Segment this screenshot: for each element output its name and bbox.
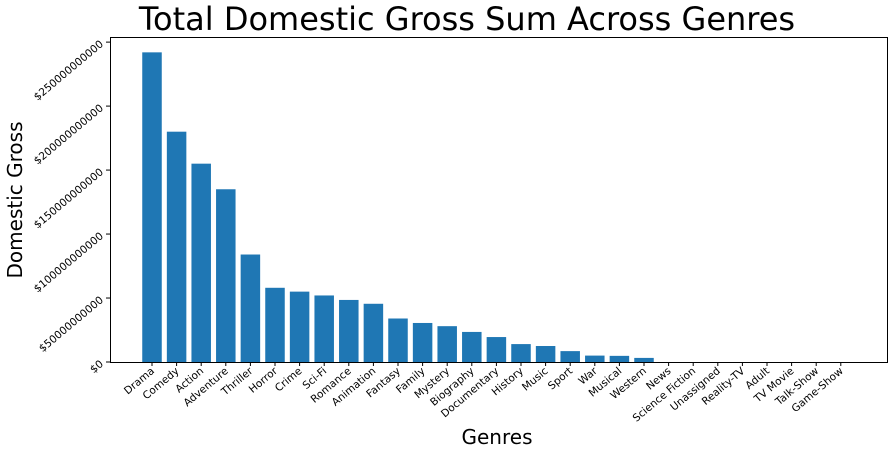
bar-history bbox=[511, 344, 531, 362]
y-tick-label: $250000000000 bbox=[32, 38, 106, 103]
bar-sci-fi bbox=[314, 295, 334, 362]
bar-crime bbox=[289, 291, 310, 362]
bar-sport bbox=[560, 351, 580, 362]
x-axis: DramaComedyActionAdventureThrillerHorror… bbox=[122, 362, 846, 425]
y-tick-label: $150000000000 bbox=[32, 166, 106, 231]
bar-adventure bbox=[216, 189, 236, 362]
bar-thriller bbox=[240, 254, 261, 362]
x-tick-label: Music bbox=[520, 365, 551, 394]
bars-group bbox=[142, 52, 654, 362]
bar-drama bbox=[142, 52, 162, 362]
x-axis-label: Genres bbox=[462, 425, 533, 449]
bar-horror bbox=[265, 287, 285, 362]
bar-family bbox=[412, 322, 433, 362]
bar-fantasy bbox=[388, 318, 408, 362]
y-tick-label: $0 bbox=[88, 358, 106, 376]
bar-western bbox=[634, 357, 654, 362]
bar-action bbox=[191, 163, 211, 362]
plot-frame bbox=[110, 37, 888, 363]
bar-romance bbox=[339, 299, 359, 362]
bar-mystery bbox=[437, 326, 457, 362]
chart-title: Total Domestic Gross Sum Across Genres bbox=[138, 0, 795, 38]
y-axis: $0 $50000000000$100000000000$150000000000… bbox=[32, 38, 110, 376]
bar-comedy bbox=[166, 131, 187, 362]
bar-music bbox=[535, 346, 556, 362]
y-axis-label: Domestic Gross bbox=[3, 122, 27, 279]
bar-biography bbox=[462, 331, 482, 362]
bar-animation bbox=[363, 303, 384, 362]
bar-documentary bbox=[486, 337, 507, 362]
x-tick-label: Horror bbox=[247, 365, 281, 396]
y-tick-label: $100000000000 bbox=[32, 230, 106, 295]
x-tick-label: Sport bbox=[546, 365, 575, 392]
x-tick-label: Crime bbox=[273, 365, 305, 394]
y-tick-label: $200000000000 bbox=[32, 102, 106, 167]
bar-war bbox=[585, 355, 605, 362]
y-tick-label: $50000000000 bbox=[37, 294, 106, 355]
bar-musical bbox=[609, 355, 630, 362]
